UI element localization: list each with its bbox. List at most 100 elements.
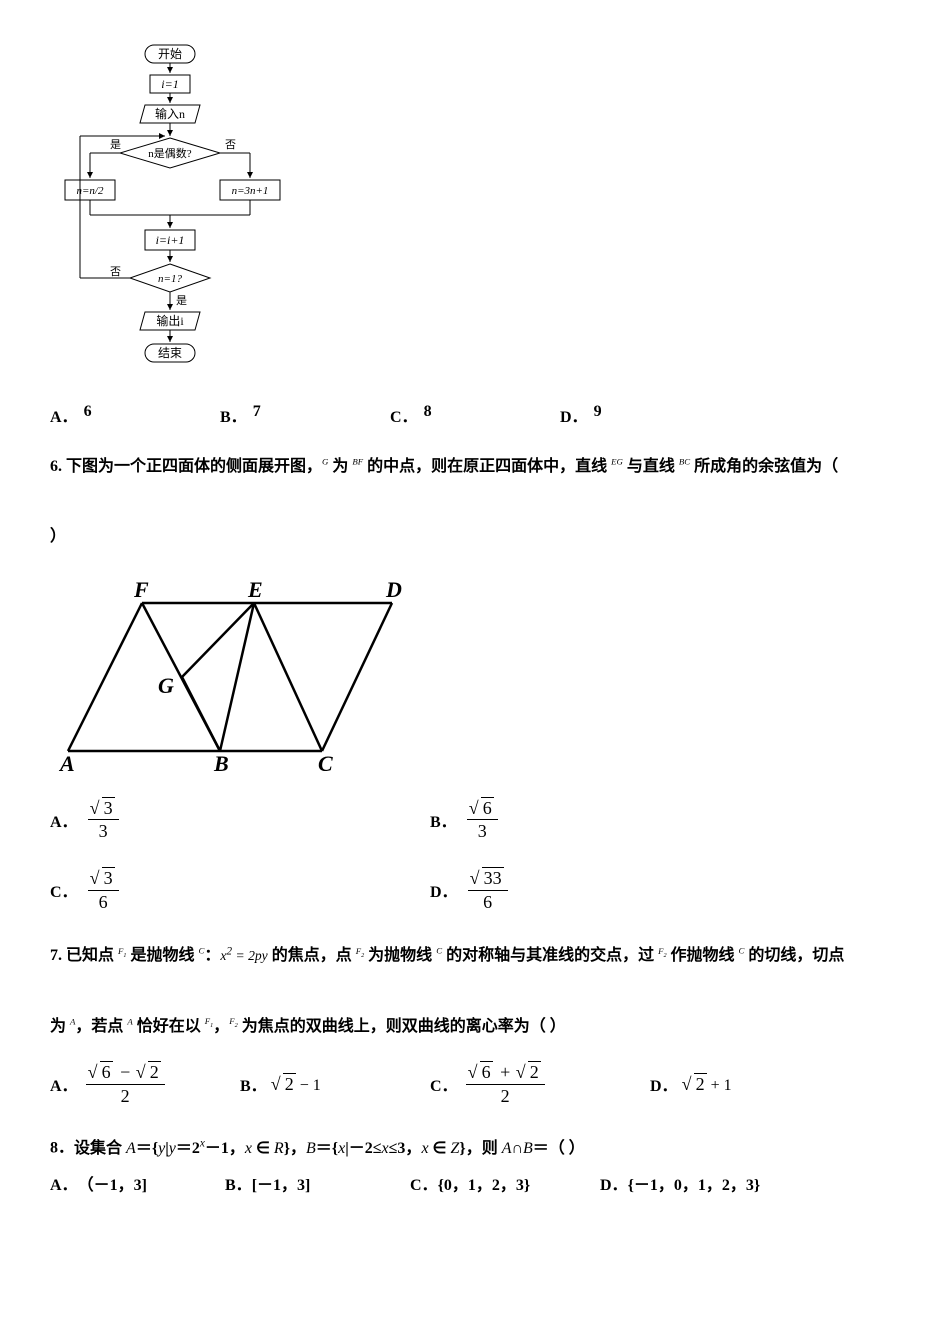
q8-opt-d: D．{－1，0，1，2，3} <box>600 1171 810 1195</box>
q7-colon: ： <box>204 947 220 964</box>
q8-d-val: {－1，0，1，2，3} <box>628 1171 761 1195</box>
q6-num: 6. <box>50 458 62 475</box>
q7-a-op: − <box>120 1062 130 1082</box>
q6-b-den: 3 <box>474 820 491 842</box>
q6-svg: A B C F E D G <box>50 573 410 773</box>
node-left: n=n/2 <box>77 185 104 197</box>
q7-t6: 的切线，切点 <box>744 947 844 964</box>
q6-c-den: 6 <box>95 891 112 913</box>
q8-text: 设集合 A＝{y|y＝2x－1，x ∈ R}，B＝{x|－2≤x≤3，x ∈ Z… <box>74 1140 585 1157</box>
q7-t8: 恰好在以 <box>133 1018 205 1035</box>
cond2-yes: 是 <box>176 294 187 307</box>
q6-a-den: 3 <box>95 820 112 842</box>
q7-a-n1: 6 <box>100 1061 113 1082</box>
q6-m2: 的中点，则在原正四面体中，直线 <box>363 458 611 475</box>
q8-c-val: {0，1，2，3} <box>438 1171 531 1195</box>
q6-c-num: 3 <box>102 867 115 888</box>
q6-var4: BC <box>679 457 690 467</box>
q6-options: A． 33 B． 63 C． 36 D． 336 <box>40 798 910 913</box>
q6-pre: 下图为一个正四面体的侧面展开图， <box>66 458 322 475</box>
pt-A: A <box>58 751 75 773</box>
q6-close: ） <box>50 528 66 545</box>
node-cond1: n是偶数? <box>148 147 191 160</box>
q7-b-tail: − 1 <box>296 1077 321 1094</box>
q6-b-num: 6 <box>481 797 494 818</box>
q8-opt-c: C．{0，1，2，3} <box>410 1171 600 1195</box>
q6-diagram: A B C F E D G <box>50 573 910 778</box>
q5-opt-d: D．9 <box>560 403 730 427</box>
q7-d-tail: + 1 <box>707 1077 732 1094</box>
flowchart: 开始 i=1 输入n n是偶数? 是 否 n=n/2 n=3n+1 i=i+ <box>50 40 910 375</box>
q5-opt-a: A．6 <box>50 403 220 427</box>
node-inc: i=i+1 <box>156 233 185 247</box>
q7-c-n1: 6 <box>480 1061 493 1082</box>
q7-b-sqrt: 2 <box>283 1073 296 1094</box>
q7-opt-a: A． 6 − 2 2 <box>50 1062 240 1106</box>
q7-t10: 为焦点的双曲线上，则双曲线的离心率为（ ） <box>238 1018 566 1035</box>
q7-opt-d: D． 2 + 1 <box>650 1072 840 1096</box>
q7-t4: 的对称轴与其准线的交点，过 <box>442 947 658 964</box>
q6-a-num: 3 <box>102 797 115 818</box>
q6-opt-c: C． 36 <box>50 868 430 912</box>
q7-pre: 已知点 <box>66 947 118 964</box>
q7-t5: 作抛物线 <box>667 947 739 964</box>
q7-d-sqrt: 2 <box>694 1073 707 1094</box>
q7-a-n2: 2 <box>148 1061 161 1082</box>
q5-opt-b: B．7 <box>220 403 390 427</box>
q7-l2p: 为 <box>50 1018 70 1035</box>
q7-t7: ，若点 <box>75 1018 127 1035</box>
q6-var3: EG <box>611 457 623 467</box>
q7-opt-b: B． 2 − 1 <box>240 1072 430 1096</box>
cond1-yes: 是 <box>110 138 121 151</box>
q6-d-num: 33 <box>482 867 504 888</box>
node-right: n=3n+1 <box>232 185 269 197</box>
q7-t2: 的焦点，点 <box>268 947 356 964</box>
flowchart-svg: 开始 i=1 输入n n是偶数? 是 否 n=n/2 n=3n+1 i=i+ <box>50 40 290 370</box>
q7-a-den: 2 <box>117 1085 134 1107</box>
q8-a-val: （－1，3] <box>78 1171 147 1195</box>
q5-b-val: 7 <box>253 403 261 427</box>
q7-t3: 为抛物线 <box>364 947 436 964</box>
q7-c-n2: 2 <box>528 1061 541 1082</box>
q8: 8．设集合 A＝{y|y＝2x－1，x ∈ R}，B＝{x|－2≤x≤3，x ∈… <box>40 1132 910 1164</box>
q7-t1: 是抛物线 <box>126 947 198 964</box>
pt-C: C <box>318 751 333 773</box>
q6-opt-b: B． 63 <box>430 798 810 842</box>
q7-options: A． 6 − 2 2 B． 2 − 1 C． 6 + 2 2 D． 2 <box>40 1062 910 1106</box>
node-input: 输入n <box>155 106 185 121</box>
q5-d-val: 9 <box>594 403 602 427</box>
q8-opt-b: B．[－1，3] <box>225 1171 410 1195</box>
pt-E: E <box>247 577 263 602</box>
q6-opt-d: D． 336 <box>430 868 810 912</box>
q8-b-val: [－1，3] <box>252 1171 311 1195</box>
node-start: 开始 <box>158 47 182 61</box>
q6-m3: 与直线 <box>623 458 679 475</box>
node-cond2: n=1? <box>158 273 182 285</box>
q7-c-den: 2 <box>497 1085 514 1107</box>
q5-a-val: 6 <box>84 403 92 427</box>
cond2-no: 否 <box>110 266 121 278</box>
q6-end: 所成角的余弦值为（ <box>690 458 838 475</box>
q7: 7.已知点 F1 是抛物线 C：x2 = 2py 的焦点，点 F2 为抛物线 C… <box>40 938 910 1044</box>
node-end: 结束 <box>158 346 182 360</box>
q6: 6.下图为一个正四面体的侧面展开图，G 为 BF 的中点，则在原正四面体中，直线… <box>40 449 910 555</box>
q6-m1: 为 <box>328 458 352 475</box>
q8-num: 8． <box>50 1140 74 1157</box>
q7-c-op: + <box>500 1062 510 1082</box>
node-init: i=1 <box>161 77 178 91</box>
pt-G: G <box>158 673 174 698</box>
q8-options: A．（－1，3] B．[－1，3] C．{0，1，2，3} D．{－1，0，1，… <box>40 1171 910 1195</box>
node-output: 输出i <box>156 313 184 328</box>
q6-d-den: 6 <box>479 891 496 913</box>
pt-D: D <box>385 577 402 602</box>
q8-opt-a: A．（－1，3] <box>50 1171 225 1195</box>
q5-options: A．6 B．7 C．8 D．9 <box>40 403 910 427</box>
q7-opt-c: C． 6 + 2 2 <box>430 1062 650 1106</box>
cond1-no: 否 <box>225 139 236 151</box>
pt-F: F <box>133 577 149 602</box>
q6-opt-a: A． 33 <box>50 798 430 842</box>
q5-c-val: 8 <box>424 403 432 427</box>
pt-B: B <box>213 751 229 773</box>
q7-num: 7. <box>50 947 62 964</box>
q6-var2: BF <box>352 457 363 467</box>
